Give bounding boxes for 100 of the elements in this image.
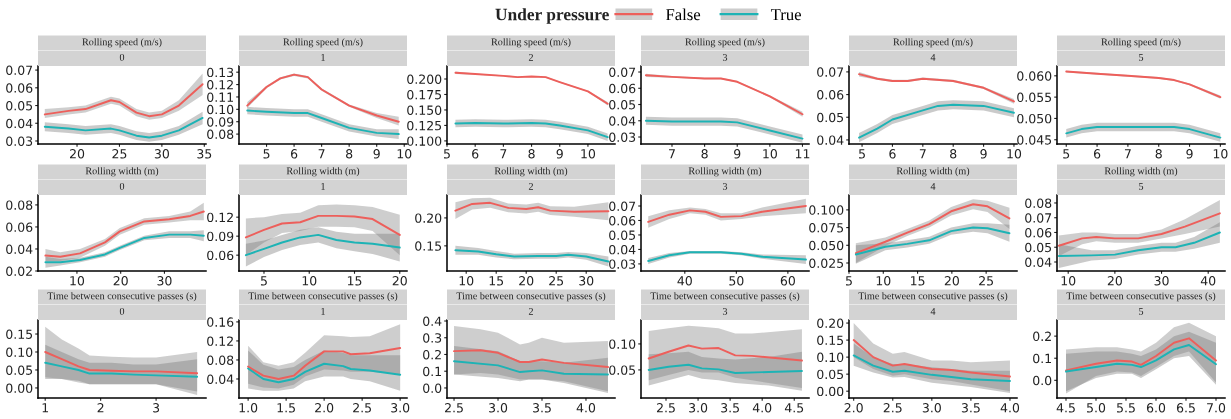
y-tick-label: 0.05 [817, 369, 844, 380]
chart-subtitle: 1 [321, 307, 325, 315]
x-tick-label: 5 [260, 276, 267, 286]
x-tick-label: 6 [889, 149, 896, 159]
chart-subtitle: 0 [119, 182, 125, 190]
chart-title: Rolling speed (m/s) [1101, 38, 1181, 48]
chart-title: Rolling width (m) [494, 167, 568, 177]
x-tick-label: 3.5 [721, 403, 739, 413]
chart-title: Rolling width (m) [286, 167, 360, 177]
x-tick-label: 1 [42, 403, 49, 413]
x-tick-label: 3.0 [391, 403, 410, 413]
y-tick-label: 0.2 [1033, 331, 1051, 342]
y-tick-label: 0.0 [1033, 375, 1052, 386]
y-tick-label: 0.06 [207, 250, 234, 261]
x-tick-label: 15 [910, 276, 925, 286]
x-tick-label: 7 [500, 149, 507, 159]
x-tick-label: 9 [373, 149, 380, 159]
x-tick-label: 7 [318, 149, 325, 159]
x-tick-label: 20 [113, 276, 128, 286]
x-tick-label: 4.5 [784, 403, 804, 413]
y-tick-label: 0.07 [609, 201, 636, 211]
x-tick-label: 5.5 [1117, 403, 1135, 413]
y-tick-label: 0.100 [809, 205, 844, 215]
y-tick-label: 0.05 [6, 101, 33, 111]
y-tick-label: 0.20 [415, 213, 442, 223]
x-tick-label: 20 [69, 149, 85, 159]
y-tick-label: 0.1 [1033, 353, 1051, 364]
y-tick-label: 0.09 [207, 117, 234, 127]
y-tick-label: 0.06 [817, 90, 844, 100]
y-tick-label: 0.15 [817, 335, 844, 346]
x-tick-label: 60 [780, 276, 795, 286]
y-tick-label: 0.0 [423, 383, 442, 393]
x-tick-label: 10 [1213, 149, 1228, 159]
chart-subtitle: 3 [722, 307, 728, 315]
y-tick-label: 0.12 [207, 212, 233, 223]
y-tick-label: 0.050 [809, 240, 844, 251]
chart-subtitle: 1 [321, 53, 325, 61]
x-tick-label: 40 [1200, 276, 1216, 286]
x-tick-label: 9 [1186, 149, 1193, 159]
x-tick-label: 3.5 [961, 403, 980, 413]
y-tick-label: 0.02 [6, 266, 32, 276]
y-tick-label: 0.3 [423, 333, 442, 343]
chart-title: Time between consecutive passes (s) [650, 292, 800, 302]
y-tick-label: 0.055 [1017, 92, 1052, 103]
x-tick-label: 30 [157, 276, 172, 286]
y-tick-label: 0.04 [1025, 257, 1052, 267]
x-tick-label: 1.0 [239, 403, 258, 413]
y-tick-label: 0.05 [609, 99, 636, 110]
y-tick-label: 0.04 [817, 135, 844, 145]
y-tick-label: 0.16 [207, 317, 234, 327]
y-tick-label: 0.04 [609, 116, 636, 126]
x-tick-label: 30 [579, 276, 594, 286]
chart-title: Rolling speed (m/s) [491, 38, 571, 48]
y-tick-label: 0.12 [207, 80, 233, 90]
x-tick-label: 10 [302, 276, 317, 286]
x-tick-label: 40 [677, 276, 692, 286]
x-tick-label: 10 [1061, 276, 1076, 286]
x-tick-label: 7 [669, 149, 675, 159]
x-tick-label: 4.5 [1056, 403, 1075, 413]
y-tick-label: 0.15 [415, 241, 442, 251]
x-tick-label: 2.5 [883, 403, 902, 413]
x-tick-label: 3.0 [922, 403, 941, 413]
x-tick-label: 2.5 [353, 403, 371, 413]
x-tick-label: 8 [950, 149, 957, 159]
chart-title: Rolling speed (m/s) [685, 38, 765, 48]
x-tick-label: 11 [795, 149, 810, 159]
y-tick-label: 0.06 [6, 83, 33, 93]
x-tick-label: 8 [1155, 149, 1162, 159]
x-tick-label: 25 [979, 276, 993, 286]
x-tick-label: 8 [528, 149, 535, 159]
x-tick-label: 20 [944, 276, 959, 286]
x-tick-label: 9 [556, 149, 563, 159]
chart-subtitle: 3 [722, 182, 728, 190]
y-tick-label: 0.20 [817, 318, 844, 328]
y-tick-label: 0.00 [817, 386, 844, 397]
y-tick-label: 0.04 [609, 244, 636, 255]
y-tick-label: 0.06 [6, 222, 33, 232]
y-tick-label: 0.1 [423, 366, 441, 377]
x-tick-label: 20 [1107, 276, 1122, 286]
x-tick-label: 25 [112, 149, 127, 159]
x-tick-label: 5 [443, 149, 450, 159]
x-tick-label: 5 [859, 149, 865, 159]
y-tick-label: 0.03 [609, 259, 636, 269]
x-tick-label: 30 [154, 149, 169, 159]
chart-subtitle: 2 [528, 307, 533, 315]
chart-subtitle: 4 [930, 54, 936, 61]
y-tick-label: 0.07 [817, 67, 844, 77]
x-tick-label: 35 [197, 149, 212, 159]
y-tick-label: 0.12 [207, 336, 233, 346]
y-tick-label: 0.08 [1025, 198, 1052, 208]
x-tick-label: 2.5 [445, 403, 463, 413]
y-tick-label: 0.06 [1025, 227, 1052, 238]
y-tick-label: 0.11 [207, 92, 233, 102]
x-tick-label: 7.0 [1207, 403, 1226, 413]
y-tick-label: 0.06 [609, 215, 636, 226]
y-tick-label: 0.05 [609, 365, 636, 375]
chart-title: Time between consecutive passes (s) [248, 292, 398, 302]
x-tick-label: 7 [919, 149, 926, 159]
x-tick-label: 6.5 [1176, 403, 1195, 413]
x-tick-label: 6 [290, 149, 298, 159]
